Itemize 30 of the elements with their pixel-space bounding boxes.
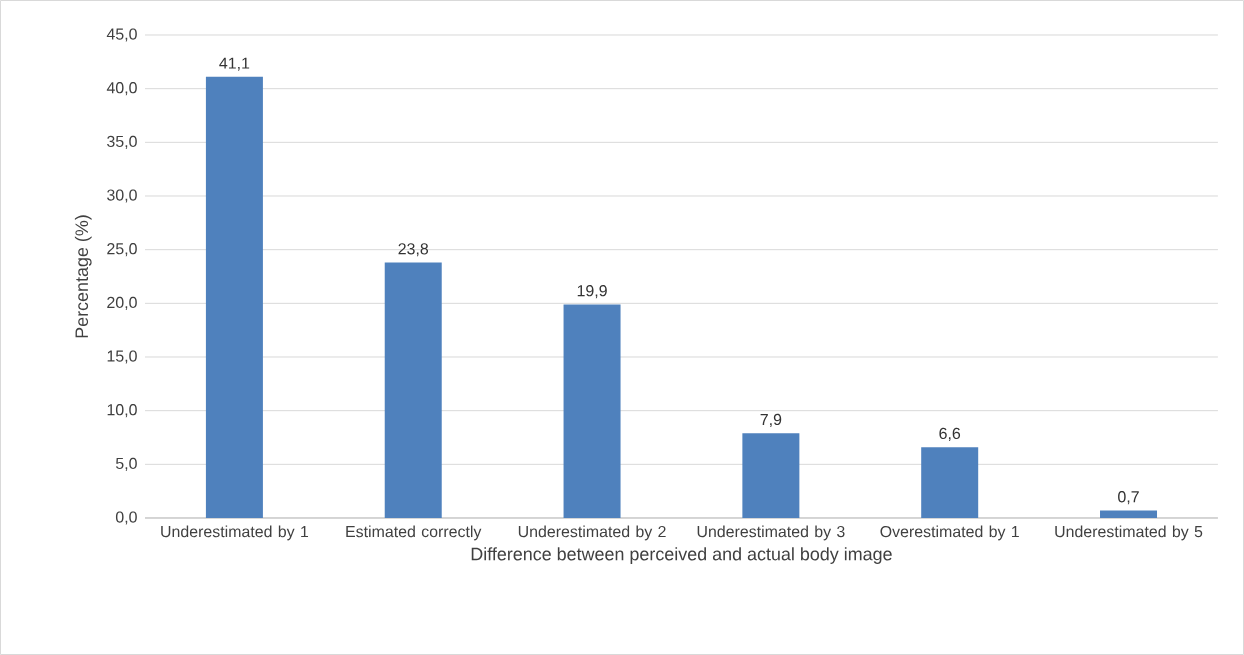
- x-tick-label: Underestimated by 1: [161, 525, 309, 541]
- y-tick-label: 15,0: [107, 350, 137, 364]
- x-tick-label: Underestimated by 3: [697, 525, 845, 541]
- bar: [742, 433, 800, 518]
- data-label: 19,9: [577, 285, 607, 299]
- bar: [205, 76, 263, 518]
- y-axis-title: Percentage (%): [74, 215, 92, 338]
- x-tick-label: Overestimated by 1: [880, 525, 1019, 541]
- y-tick-label: 35,0: [107, 135, 137, 149]
- data-label: 6,6: [939, 427, 961, 441]
- y-tick-label: 30,0: [107, 189, 137, 203]
- x-tick-label: Underestimated by 2: [518, 525, 666, 541]
- y-tick-label: 5,0: [115, 457, 137, 471]
- data-label: 7,9: [760, 413, 782, 427]
- data-label: 0,7: [1118, 491, 1139, 505]
- data-label: 41,1: [219, 57, 250, 71]
- bar: [563, 304, 621, 518]
- y-tick-label: 20,0: [107, 296, 137, 310]
- x-axis-title: Difference between perceived and actual body image: [471, 547, 892, 564]
- y-tick-label: 10,0: [107, 404, 137, 418]
- bar: [384, 262, 442, 518]
- data-label: 23,8: [398, 243, 429, 257]
- x-tick-label: Underestimated by 5: [1055, 525, 1203, 541]
- y-tick-label: 45,0: [106, 28, 137, 42]
- y-tick-label: 0,0: [115, 511, 137, 525]
- bar: [921, 447, 979, 518]
- y-tick-label: 40,0: [106, 82, 137, 96]
- bar: [1100, 510, 1158, 518]
- x-tick-label: Estimated correctly: [346, 525, 482, 541]
- y-tick-label: 25,0: [107, 243, 137, 257]
